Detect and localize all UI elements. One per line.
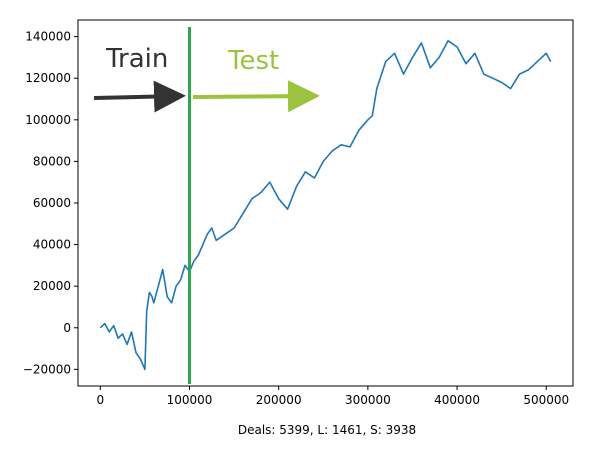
plot-frame — [77, 19, 574, 387]
y-tick-label: 0 — [63, 321, 71, 335]
x-tick-label: 500000 — [523, 393, 569, 407]
x-tick-label: 300000 — [345, 393, 391, 407]
y-axis: −20000 0 20000 40000 60000 80000 100000 120000 1… — [23, 30, 78, 376]
x-tick-label: 100000 — [167, 393, 213, 407]
train-annotation: Train — [105, 44, 168, 74]
x-tick-label: 200000 — [256, 393, 302, 407]
x-tick-label: 0 — [96, 393, 104, 407]
y-tick-label: 20000 — [33, 279, 71, 293]
y-tick-label: −20000 — [23, 362, 71, 376]
y-tick-label: 40000 — [33, 238, 71, 252]
y-tick-label: 80000 — [33, 154, 71, 168]
train-arrow — [93, 80, 186, 113]
y-tick-label: 100000 — [25, 113, 71, 127]
test-annotation: Test — [227, 46, 279, 76]
y-tick-label: 140000 — [25, 30, 71, 44]
x-axis: 0 100000 200000 300000 400000 500000 — [96, 386, 569, 407]
test-arrow — [192, 80, 320, 113]
y-tick-label: 120000 — [25, 71, 71, 85]
x-tick-label: 400000 — [434, 393, 480, 407]
x-axis-label: Deals: 5399, L: 1461, S: 3938 — [238, 423, 416, 437]
series-layer — [99, 39, 552, 371]
y-tick-label: 60000 — [33, 196, 71, 210]
equity-curve-line — [99, 39, 552, 371]
